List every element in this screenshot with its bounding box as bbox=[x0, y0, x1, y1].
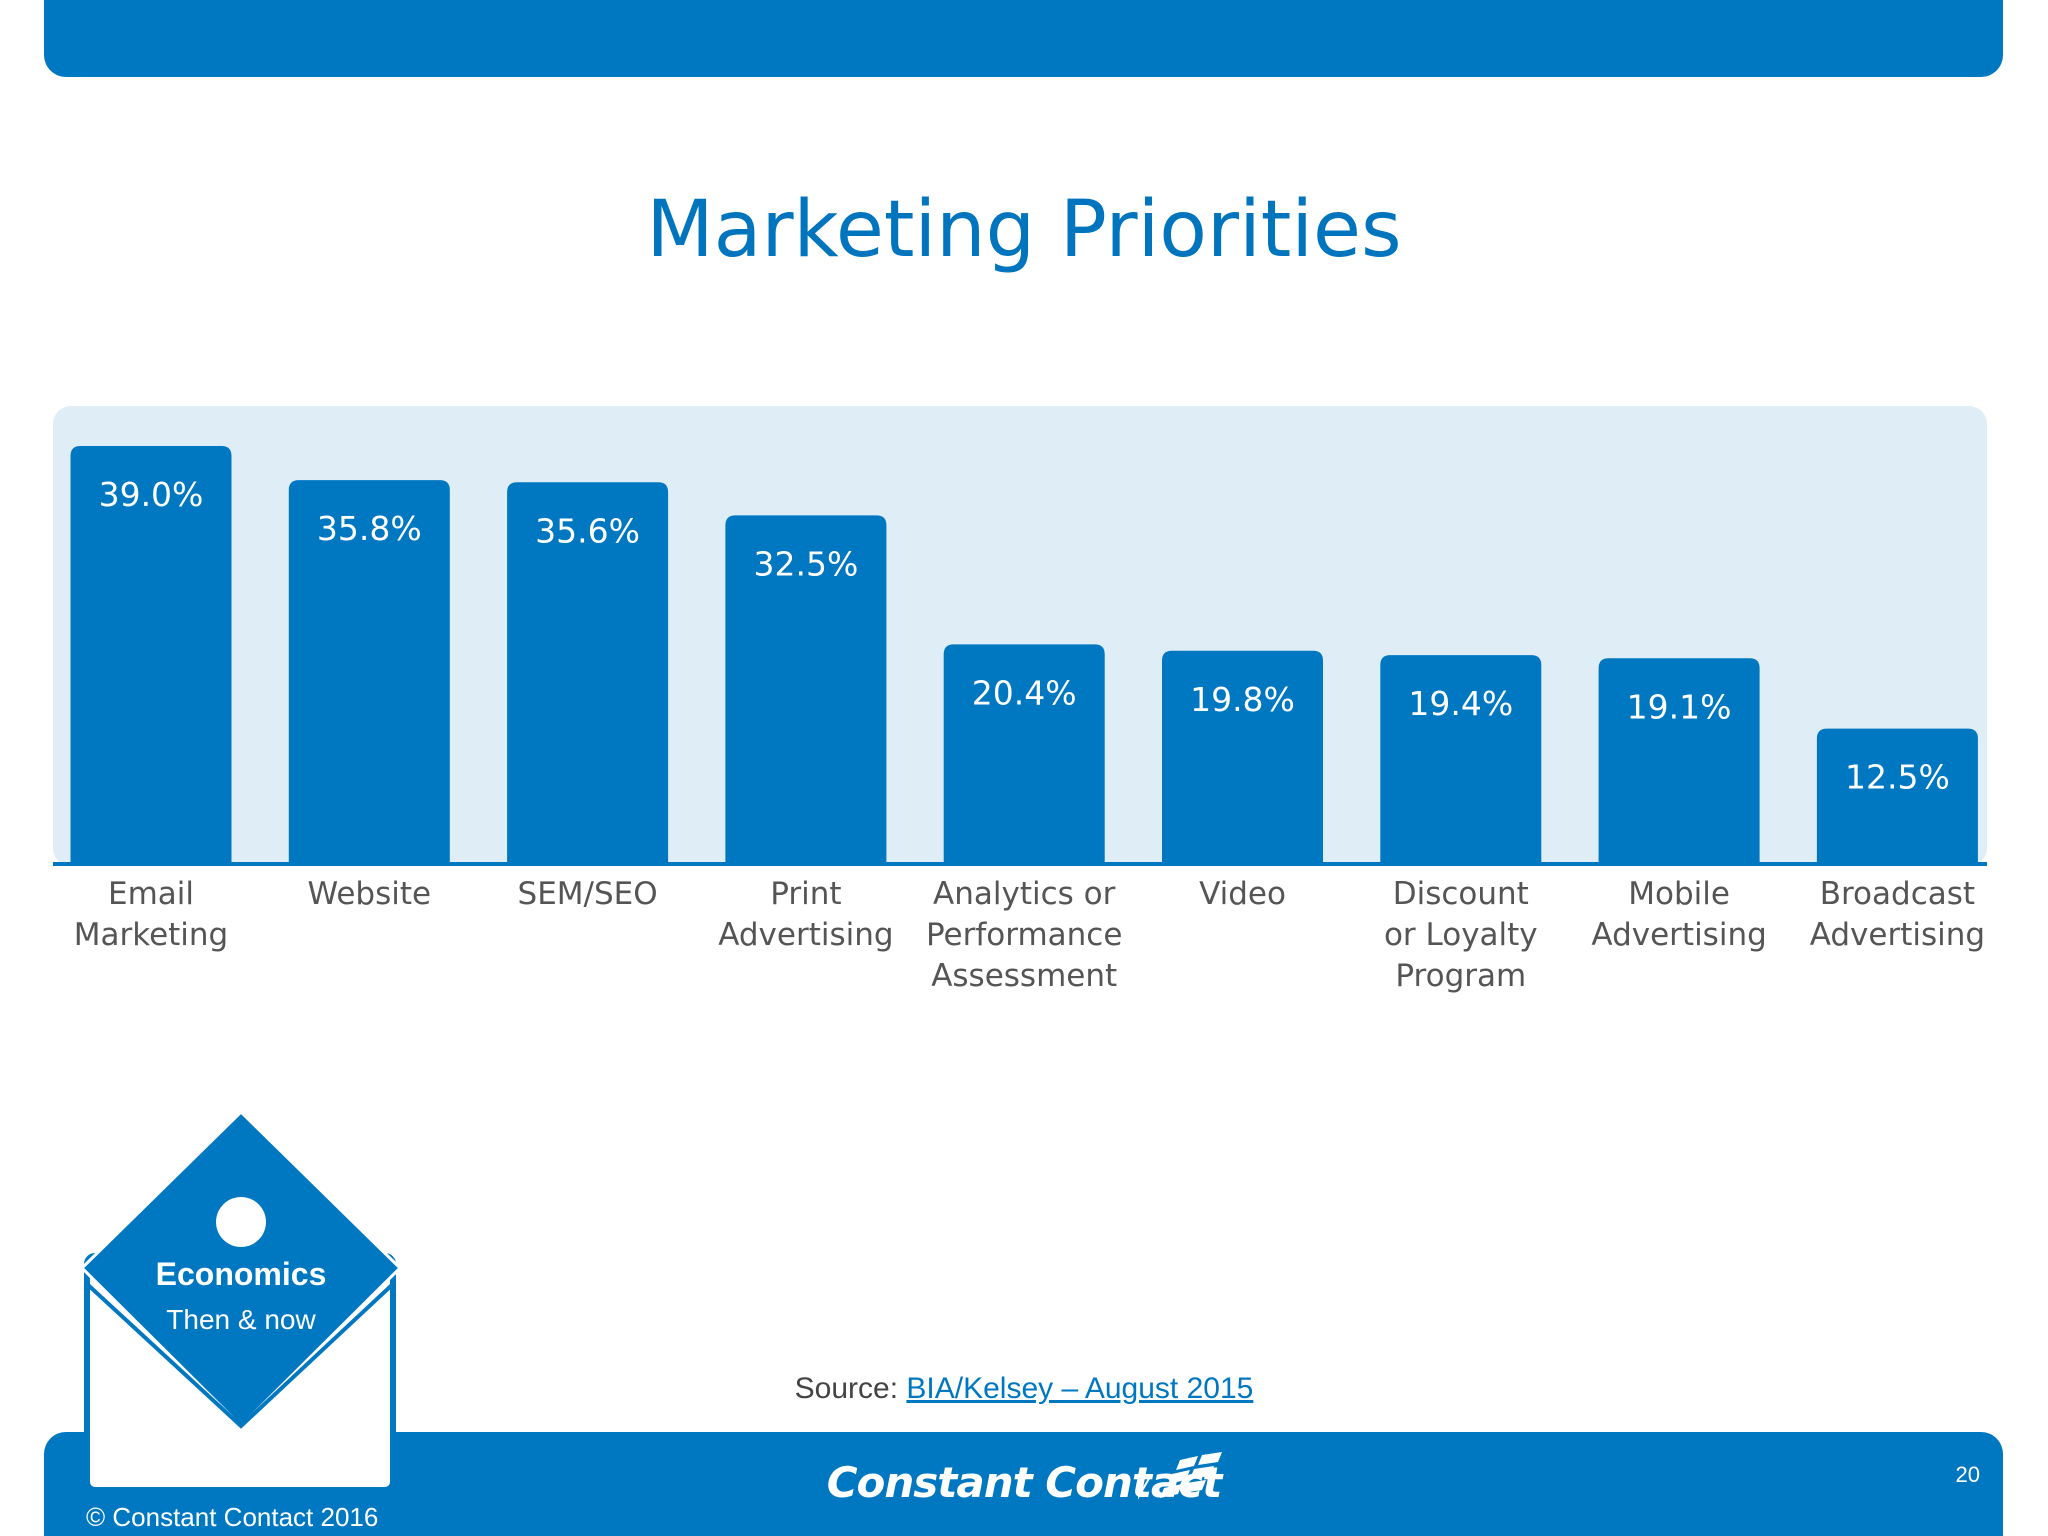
x-tick-label: SEM/SEO bbox=[517, 876, 658, 912]
x-tick-label: Analytics or Performance Assessment bbox=[925, 876, 1123, 994]
bar-5 bbox=[1162, 650, 1323, 862]
x-tick-label: Video bbox=[1199, 876, 1286, 912]
bar-value-label: 12.5% bbox=[1845, 758, 1950, 797]
x-tick-label: Mobile Advertising bbox=[1591, 876, 1767, 953]
source-label: Source: bbox=[794, 1372, 899, 1405]
bar-1 bbox=[288, 480, 450, 862]
chart-panel: 39.0% 35.8% 35.6% 32.5% 20.4% 19.8% 19.4% 19.1%… bbox=[53, 406, 1987, 866]
source-link[interactable]: BIA/Kelsey – August 2015 bbox=[906, 1372, 1254, 1405]
top-banner bbox=[44, 0, 2003, 77]
envelope-icon bbox=[80, 1110, 402, 1493]
bar-2 bbox=[507, 482, 669, 862]
bar-value-label: 19.8% bbox=[1190, 680, 1295, 719]
logo-flag-icon bbox=[1138, 1452, 1222, 1505]
bar-6 bbox=[1380, 655, 1542, 862]
bar-0 bbox=[70, 446, 232, 862]
bar-8 bbox=[1816, 728, 1978, 862]
x-tick-label: Discount or Loyalty Program bbox=[1383, 876, 1538, 994]
x-tick-label: Email Marketing bbox=[73, 876, 229, 953]
page-number: 20 bbox=[1955, 1462, 1980, 1487]
constant-contact-logo: Constant Contact bbox=[826, 1458, 1223, 1507]
copyright: © Constant Contact 2016 bbox=[86, 1502, 379, 1532]
bar-3 bbox=[725, 515, 887, 862]
bar-value-label: 19.4% bbox=[1408, 684, 1513, 723]
bar-value-label: 32.5% bbox=[753, 544, 858, 583]
x-axis-labels: Email Marketing Website SEM/SEO Print Adverti… bbox=[53, 874, 1987, 1004]
bar-7 bbox=[1598, 658, 1760, 862]
badge-number: 1 bbox=[154, 1197, 172, 1233]
x-tick-label: Broadcast Advertising bbox=[1809, 876, 1986, 953]
badge-subtitle: Then & now bbox=[166, 1304, 316, 1335]
x-tick-label: Website bbox=[307, 876, 432, 912]
source-citation: Source: BIA/Kelsey – August 2015 bbox=[0, 1372, 2048, 1406]
bar-value-label: 19.1% bbox=[1627, 687, 1732, 726]
bar-value-label: 39.0% bbox=[99, 475, 204, 514]
bar-4 bbox=[943, 644, 1105, 862]
page-title: Marketing Priorities bbox=[646, 185, 1402, 275]
bar-value-label: 20.4% bbox=[972, 673, 1077, 712]
badge-title: Economics bbox=[155, 1256, 327, 1292]
x-tick-label: Print Advertising bbox=[718, 876, 894, 953]
bar-chart: 39.0% 35.8% 35.6% 32.5% 20.4% 19.8% 19.4% 19.1%… bbox=[53, 446, 1987, 866]
bar-value-label: 35.8% bbox=[317, 509, 422, 548]
bar-value-label: 35.6% bbox=[535, 511, 640, 550]
economics-badge bbox=[78, 1108, 404, 1498]
